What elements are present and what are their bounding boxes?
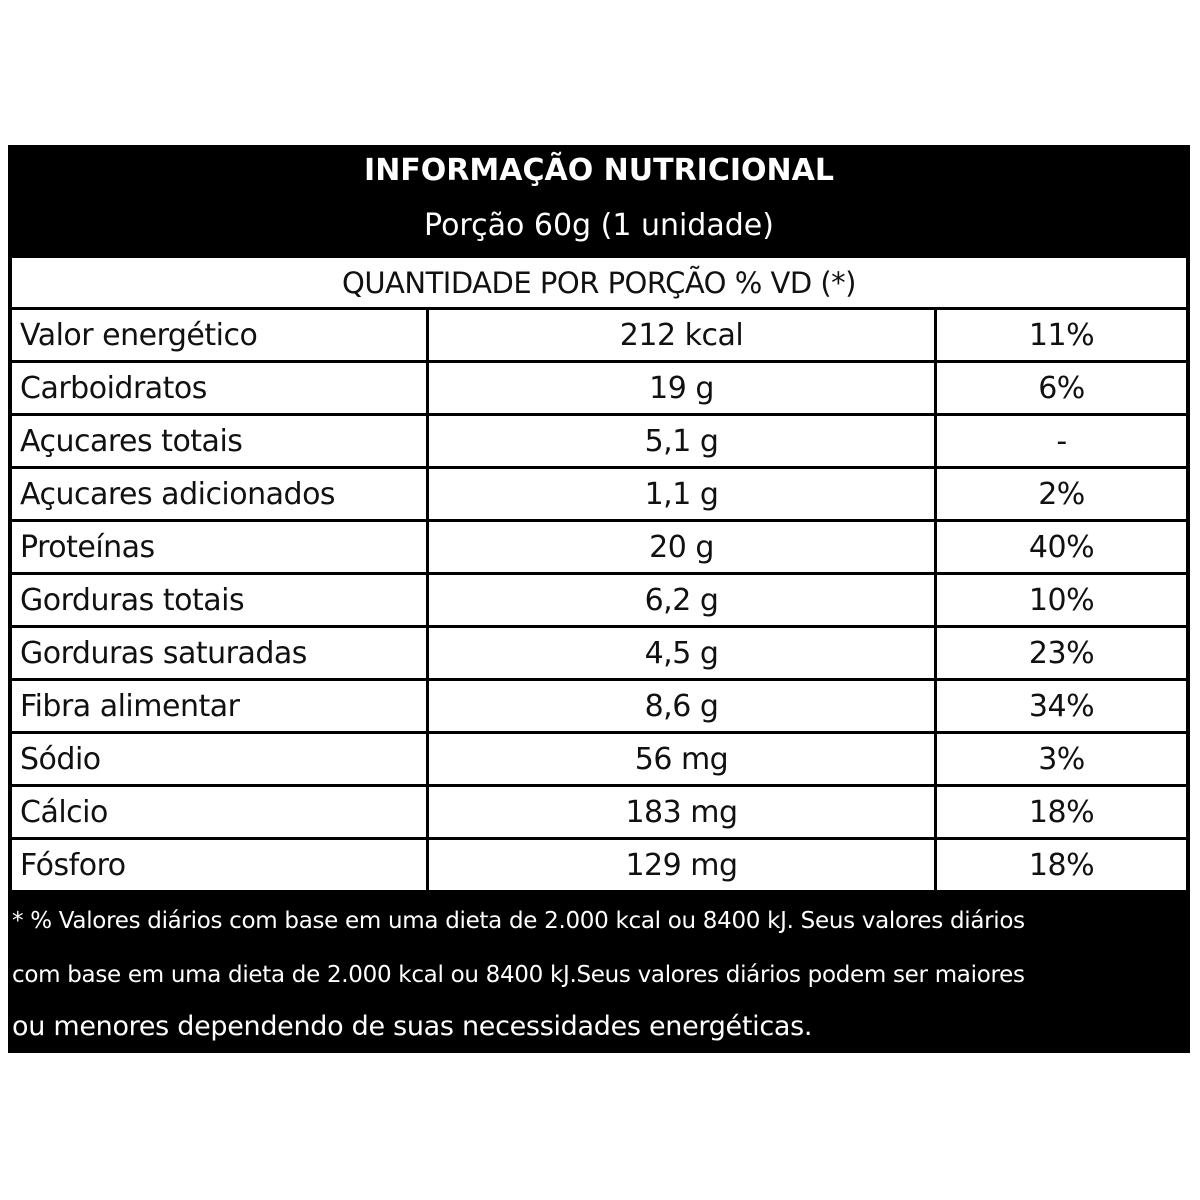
daily-value: 3% [937, 734, 1186, 784]
amount: 183 mg [429, 787, 934, 837]
nutrient-name: Valor energético [12, 310, 426, 360]
amount: 212 kcal [429, 310, 934, 360]
daily-value: 18% [937, 787, 1186, 837]
amount: 56 mg [429, 734, 934, 784]
daily-value: 18% [937, 840, 1186, 890]
subtitle: Porção 60g (1 unidade) [424, 208, 774, 243]
daily-value: 10% [937, 575, 1186, 625]
nutrient-name: Açucares adicionados [12, 469, 426, 519]
amount: 20 g [429, 522, 934, 572]
nutrient-name: Açucares totais [12, 416, 426, 466]
footnote-line: * % Valores diários com base em uma diet… [12, 908, 1025, 934]
footnote-line: com base em uma dieta de 2.000 kcal ou 8… [12, 962, 1025, 988]
title: INFORMAÇÃO NUTRICIONAL [364, 153, 834, 188]
amount: 6,2 g [429, 575, 934, 625]
amount: 8,6 g [429, 681, 934, 731]
amount: 4,5 g [429, 628, 934, 678]
table-header: QUANTIDADE POR PORÇÃO % VD (*) [12, 258, 1186, 307]
daily-value: 34% [937, 681, 1186, 731]
daily-value: 11% [937, 310, 1186, 360]
daily-value: - [937, 416, 1186, 466]
daily-value: 6% [937, 363, 1186, 413]
daily-value: 40% [937, 522, 1186, 572]
nutrient-name: Proteínas [12, 522, 426, 572]
amount: 1,1 g [429, 469, 934, 519]
footnote-line: ou menores dependendo de suas necessidad… [12, 1011, 813, 1042]
amount: 5,1 g [429, 416, 934, 466]
nutrient-name: Fósforo [12, 840, 426, 890]
nutrient-name: Gorduras saturadas [12, 628, 426, 678]
daily-value: 23% [937, 628, 1186, 678]
nutrient-name: Fibra alimentar [12, 681, 426, 731]
amount: 129 mg [429, 840, 934, 890]
nutrient-name: Cálcio [12, 787, 426, 837]
nutrient-name: Gorduras totais [12, 575, 426, 625]
nutrient-name: Carboidratos [12, 363, 426, 413]
daily-value: 2% [937, 469, 1186, 519]
nutrient-name: Sódio [12, 734, 426, 784]
amount: 19 g [429, 363, 934, 413]
